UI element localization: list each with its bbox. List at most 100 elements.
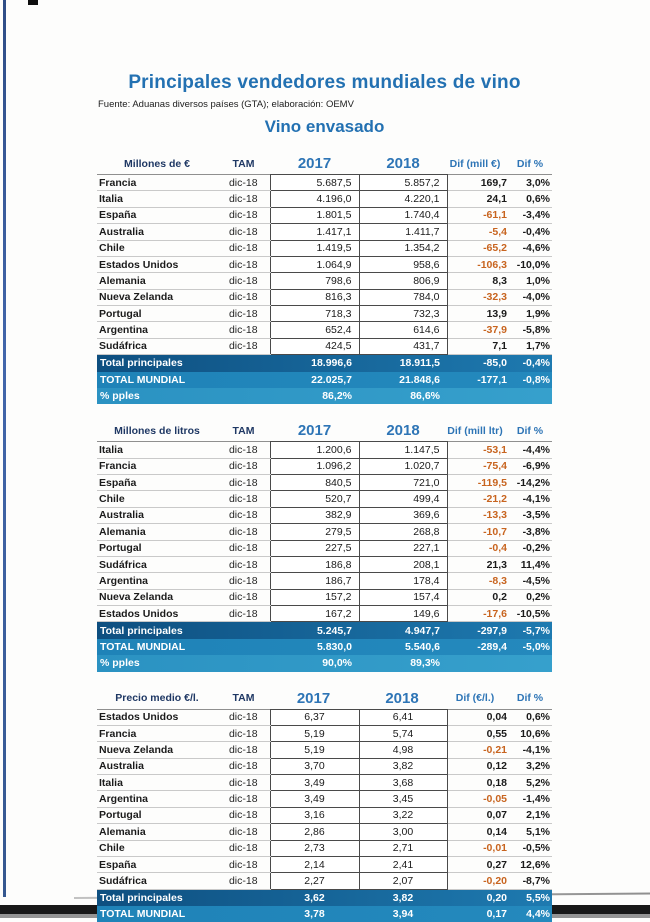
value-2018-cell: 2,41 bbox=[359, 856, 447, 872]
country-cell: Alemania bbox=[97, 524, 217, 540]
country-cell: Sudáfrica bbox=[97, 338, 217, 354]
value-2018-cell: 499,4 bbox=[359, 491, 447, 507]
scan-top-mark bbox=[28, 0, 38, 5]
value-2017-cell: 5,19 bbox=[270, 725, 359, 741]
country-cell: Nueva Zelanda bbox=[97, 589, 217, 605]
dif-pct-header: Dif % bbox=[509, 421, 552, 442]
value-2018-cell: 5.540,6 bbox=[359, 639, 447, 655]
dif-pct-cell: -0,5% bbox=[509, 840, 552, 856]
dif-cell: -10,7 bbox=[447, 524, 509, 540]
dif-pct-cell: -0,8% bbox=[509, 372, 552, 388]
dif-cell: -85,0 bbox=[447, 355, 509, 372]
country-cell: Italia bbox=[97, 775, 217, 791]
dif-pct-cell bbox=[509, 388, 552, 404]
page-title: Principales vendedores mundiales de vino bbox=[97, 72, 552, 94]
dif-cell: -297,9 bbox=[447, 622, 509, 639]
country-cell: Francia bbox=[97, 725, 217, 741]
value-2018-cell: 4.947,7 bbox=[359, 622, 447, 639]
dif-pct-cell: 3,2% bbox=[509, 758, 552, 774]
tam-cell: dic-18 bbox=[217, 442, 270, 458]
country-cell: Italia bbox=[97, 442, 217, 458]
dif-pct-cell: -1,4% bbox=[509, 791, 552, 807]
value-2017-cell: 186,7 bbox=[270, 573, 359, 589]
dif-cell: -61,1 bbox=[447, 207, 509, 223]
tam-cell: dic-18 bbox=[217, 256, 270, 272]
value-2018-cell: 3,00 bbox=[359, 824, 447, 840]
dif-pct-cell: 0,6% bbox=[509, 191, 552, 207]
value-2018-cell: 3,68 bbox=[359, 775, 447, 791]
country-cell: Australia bbox=[97, 758, 217, 774]
country-cell: Argentina bbox=[97, 322, 217, 338]
dif-header: Dif (mill €) bbox=[447, 154, 509, 175]
dif-pct-cell: -14,2% bbox=[509, 475, 552, 491]
tam-cell: dic-18 bbox=[217, 775, 270, 791]
tam-cell: dic-18 bbox=[217, 856, 270, 872]
table-value-euros: Millones de € TAM 2017 2018 Dif (mill €)… bbox=[97, 154, 552, 404]
tam-cell: dic-18 bbox=[217, 840, 270, 856]
country-cell: Sudáfrica bbox=[97, 556, 217, 572]
dif-cell: -37,9 bbox=[447, 322, 509, 338]
value-2017-cell: 840,5 bbox=[270, 475, 359, 491]
dif-pct-cell: -5,0% bbox=[509, 639, 552, 655]
tam-cell: dic-18 bbox=[217, 573, 270, 589]
value-2018-cell: 806,9 bbox=[359, 273, 447, 289]
data-table: Millones de € TAM 2017 2018 Dif (mill €)… bbox=[97, 154, 552, 404]
value-2017-cell: 382,9 bbox=[270, 507, 359, 523]
dif-pct-header: Dif % bbox=[509, 154, 552, 175]
value-2017-cell: 520,7 bbox=[270, 491, 359, 507]
dif-cell: -0,01 bbox=[447, 840, 509, 856]
total-label-cell: TOTAL MUNDIAL bbox=[97, 906, 217, 922]
value-2017-cell: 18.996,6 bbox=[270, 355, 359, 372]
dif-pct-cell: 1,7% bbox=[509, 338, 552, 354]
value-2017-cell: 3,70 bbox=[270, 758, 359, 774]
value-2018-cell: 2,71 bbox=[359, 840, 447, 856]
dif-pct-cell: 1,9% bbox=[509, 306, 552, 322]
value-2018-cell: 3,45 bbox=[359, 791, 447, 807]
value-2017-cell: 1.419,5 bbox=[270, 240, 359, 256]
dif-cell: 0,2 bbox=[447, 589, 509, 605]
scan-page-edge-left bbox=[3, 0, 6, 897]
page-subtitle: Vino envasado bbox=[97, 117, 552, 137]
dif-cell: 13,9 bbox=[447, 306, 509, 322]
tam-cell: dic-18 bbox=[217, 556, 270, 572]
value-2018-cell: 1.147,5 bbox=[359, 442, 447, 458]
dif-cell: -177,1 bbox=[447, 372, 509, 388]
value-2018-cell: 89,3% bbox=[359, 655, 447, 671]
value-2018-cell: 369,6 bbox=[359, 507, 447, 523]
value-2017-cell: 1.801,5 bbox=[270, 207, 359, 223]
value-2017-cell: 424,5 bbox=[270, 338, 359, 354]
dif-pct-cell: -4,5% bbox=[509, 573, 552, 589]
value-2018-cell: 3,82 bbox=[359, 758, 447, 774]
table-header-row: Millones de litros TAM 2017 2018 Dif (mi… bbox=[97, 421, 552, 442]
dif-cell: -5,4 bbox=[447, 224, 509, 240]
country-cell: Portugal bbox=[97, 306, 217, 322]
tam-cell: dic-18 bbox=[217, 758, 270, 774]
total-label-cell: Total principales bbox=[97, 622, 217, 639]
country-cell: Australia bbox=[97, 507, 217, 523]
country-cell: Nueva Zelanda bbox=[97, 289, 217, 305]
value-2017-cell: 186,8 bbox=[270, 556, 359, 572]
value-2018-cell: 721,0 bbox=[359, 475, 447, 491]
value-2017-cell: 1.417,1 bbox=[270, 224, 359, 240]
value-2018-cell: 3,22 bbox=[359, 807, 447, 823]
tam-cell: dic-18 bbox=[217, 791, 270, 807]
dif-pct-cell: -4,1% bbox=[509, 491, 552, 507]
dif-pct-cell: 5,2% bbox=[509, 775, 552, 791]
value-2018-cell: 5.857,2 bbox=[359, 175, 447, 191]
tam-cell: dic-18 bbox=[217, 742, 270, 758]
value-2017-cell: 1.200,6 bbox=[270, 442, 359, 458]
tam-cell: dic-18 bbox=[217, 338, 270, 354]
dif-pct-cell: -10,5% bbox=[509, 606, 552, 622]
value-2018-cell: 208,1 bbox=[359, 556, 447, 572]
